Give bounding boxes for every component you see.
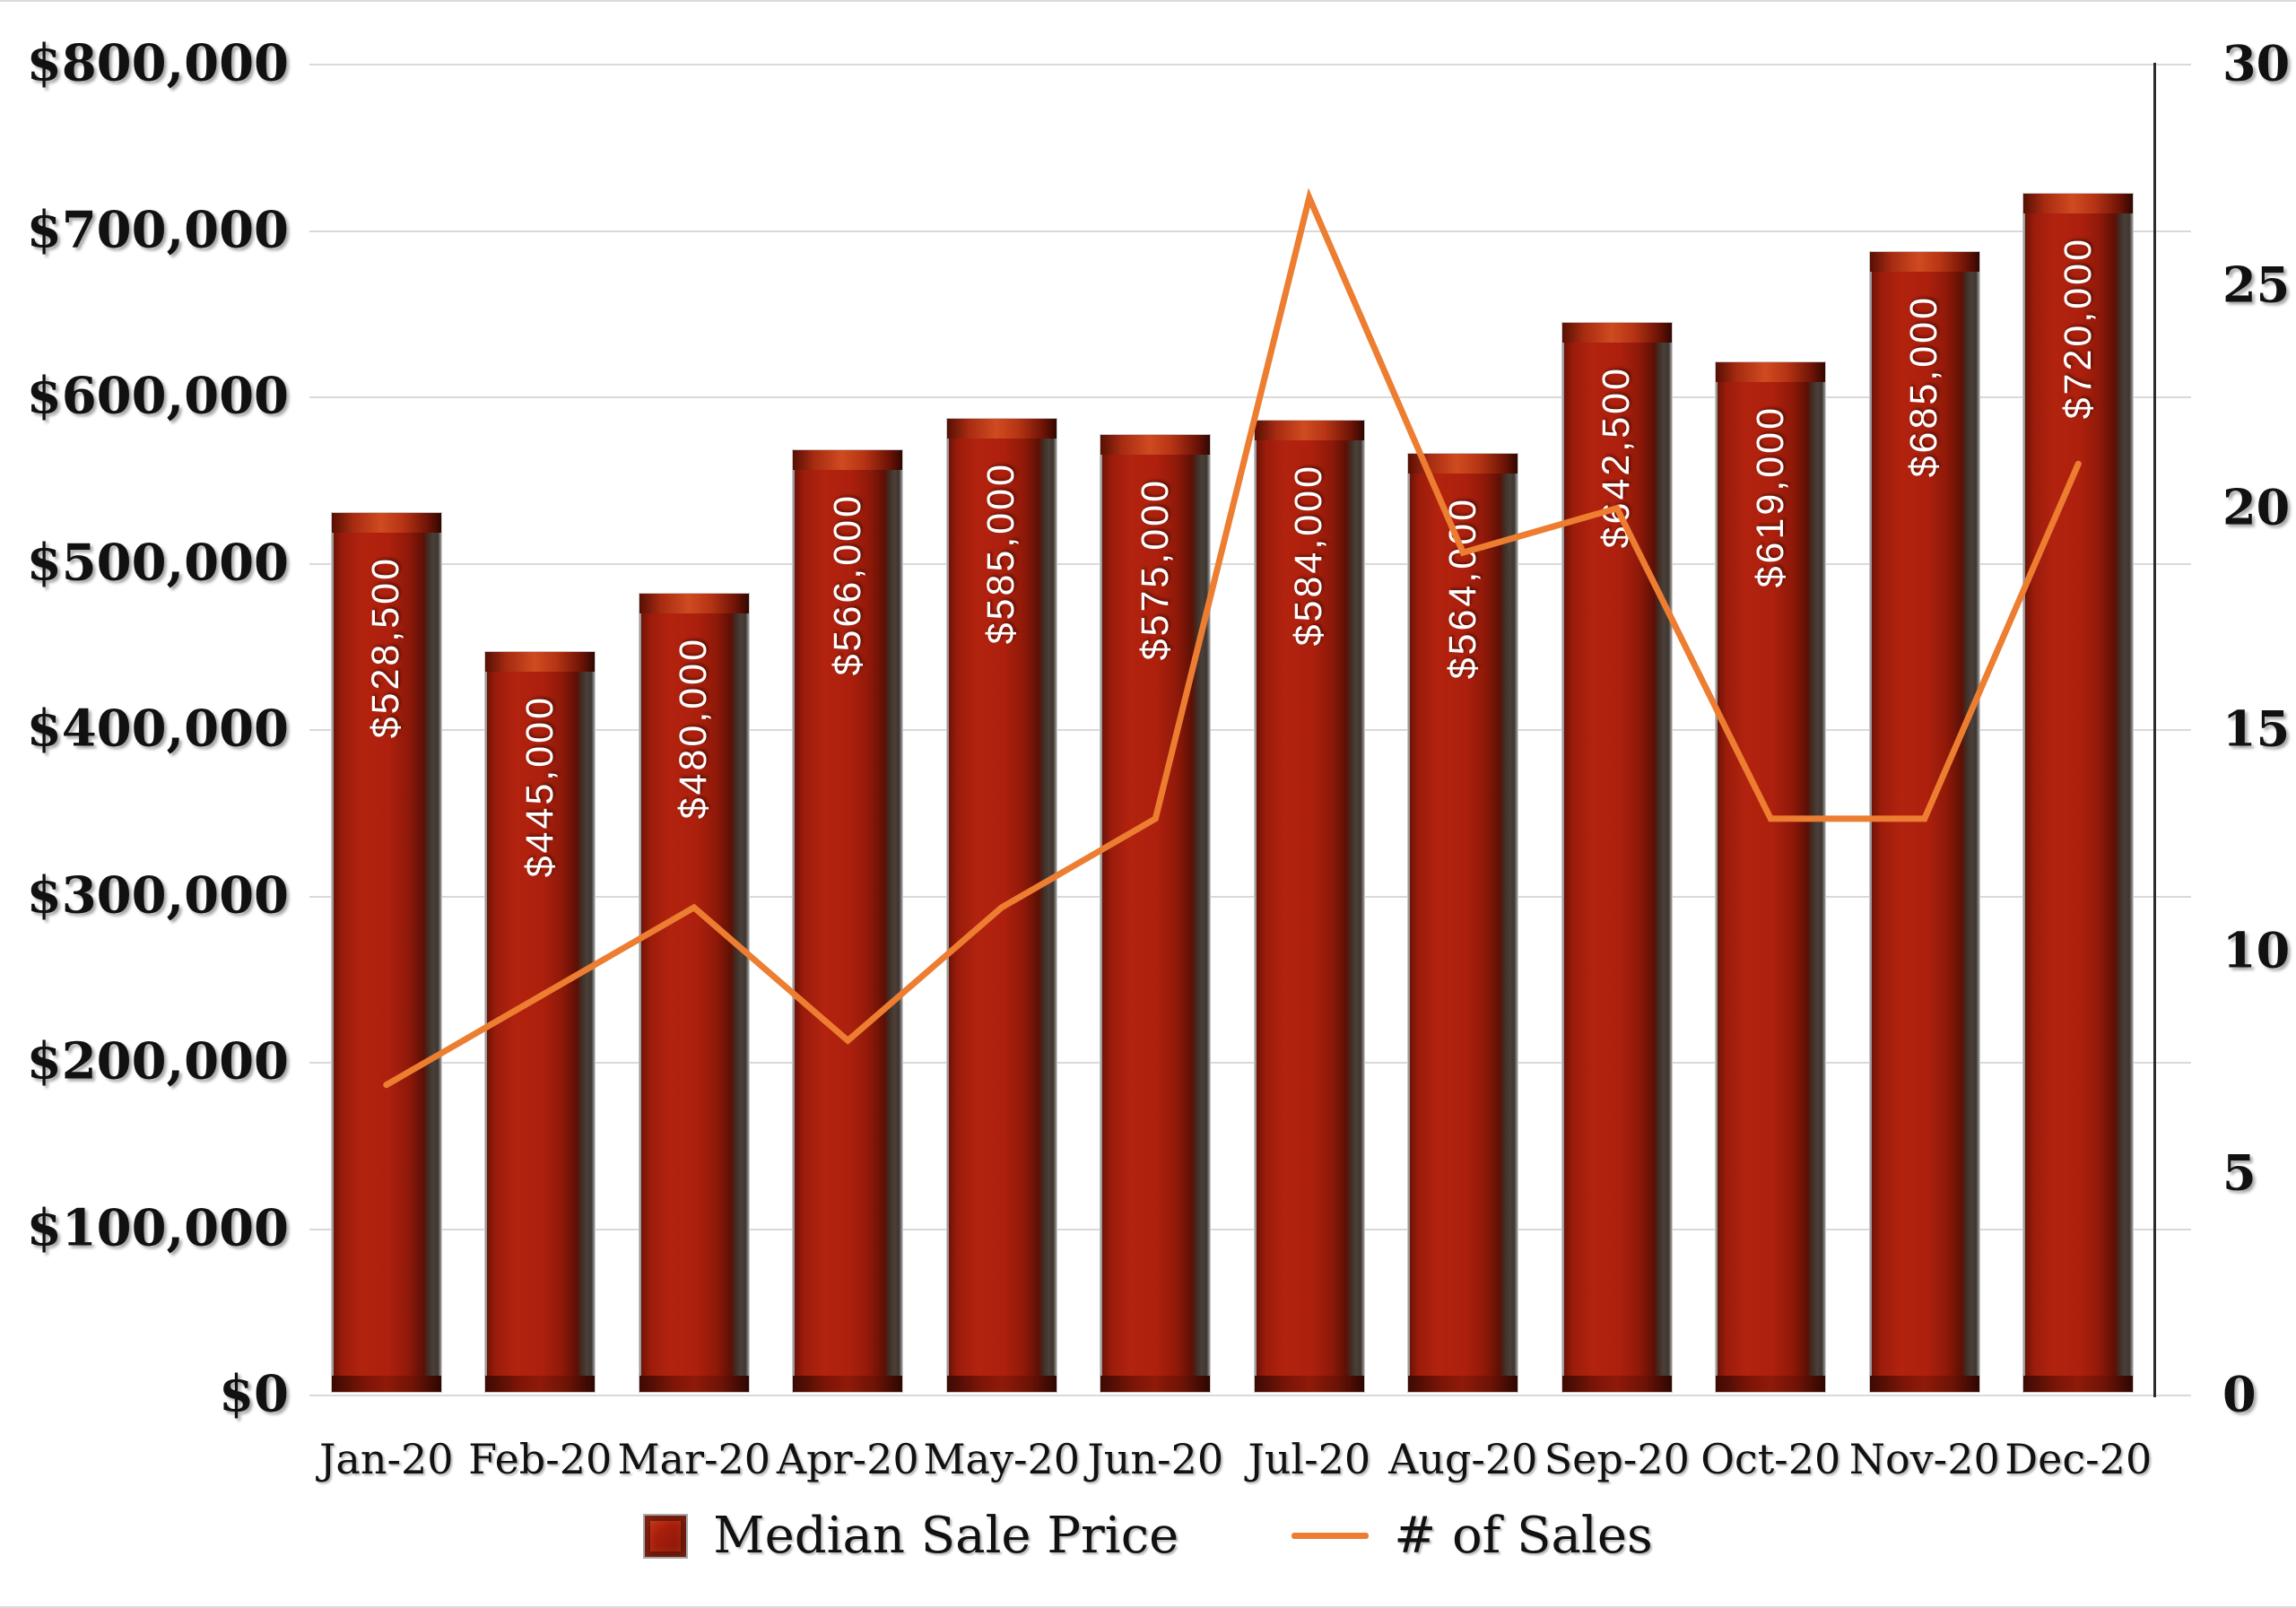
bar-data-label: $585,000	[979, 461, 1023, 645]
bar-Jun-20: $575,000	[1100, 435, 1211, 1392]
left-axis-tick-label: $600,000	[26, 366, 289, 426]
x-axis-label-Jun-20: Jun-20	[1087, 1435, 1224, 1483]
bar-data-label: $685,000	[1902, 295, 1946, 478]
bar-data-label: $564,000	[1440, 496, 1484, 680]
bar-Oct-20: $619,000	[1716, 361, 1826, 1393]
x-axis-label-Oct-20: Oct-20	[1700, 1435, 1841, 1483]
num-of-sales-legend-line-icon	[1292, 1533, 1370, 1539]
right-axis-tick-label: 15	[2222, 700, 2291, 758]
gridline	[309, 1228, 2191, 1230]
bar-data-label: $575,000	[1133, 478, 1177, 661]
gridline	[309, 64, 2191, 65]
left-axis-tick-label: $400,000	[26, 699, 289, 759]
right-axis-tick-label: 10	[2222, 922, 2291, 980]
bar-data-label: $480,000	[672, 636, 716, 819]
x-axis-label-Apr-20: Apr-20	[776, 1435, 919, 1483]
right-axis-tick-label: 25	[2222, 256, 2291, 315]
bar-Aug-20: $564,000	[1408, 453, 1518, 1393]
x-axis-label-Jan-20: Jan-20	[318, 1435, 454, 1483]
left-axis-tick-label: $800,000	[26, 33, 289, 93]
bar-Dec-20: $720,000	[2023, 194, 2134, 1392]
right-axis-tick-label: 0	[2222, 1365, 2257, 1423]
bar-data-label: $584,000	[1287, 463, 1331, 647]
bar-Apr-20: $566,000	[793, 450, 903, 1392]
right-axis-tick-label: 30	[2222, 34, 2291, 92]
left-axis-tick-label: $0	[219, 1364, 289, 1424]
x-axis-label-Aug-20: Aug-20	[1388, 1435, 1538, 1483]
bar-May-20: $585,000	[946, 418, 1057, 1393]
bar-data-label: $619,000	[1748, 404, 1792, 588]
num-of-sales-legend-label: # of Sales	[1394, 1507, 1653, 1565]
x-axis-label-Dec-20: Dec-20	[2005, 1435, 2152, 1483]
bar-data-label: $528,500	[364, 555, 408, 738]
left-axis-tick-label: $200,000	[26, 1031, 289, 1091]
right-axis-tick-label: 5	[2222, 1143, 2257, 1202]
gridline	[309, 230, 2191, 232]
gridline	[309, 1395, 2191, 1396]
bar-Jul-20: $584,000	[1254, 420, 1364, 1393]
bar-Mar-20: $480,000	[639, 593, 749, 1393]
x-axis-label-May-20: May-20	[923, 1435, 1081, 1483]
median-sale-price-legend-label: Median Sale Price	[713, 1507, 1179, 1565]
bar-data-label: $445,000	[517, 694, 561, 877]
left-axis-tick-label: $300,000	[26, 865, 289, 926]
median-sale-price-legend-swatch	[643, 1513, 689, 1559]
left-axis-tick-label: $500,000	[26, 533, 289, 593]
x-axis-label-Jul-20: Jul-20	[1248, 1435, 1371, 1483]
left-axis-tick-label: $100,000	[26, 1198, 289, 1258]
x-axis-label-Nov-20: Nov-20	[1848, 1435, 2000, 1483]
bar-data-label: $720,000	[2056, 237, 2100, 420]
bar-Nov-20: $685,000	[1869, 252, 1979, 1392]
x-axis-label-Mar-20: Mar-20	[617, 1435, 771, 1483]
bar-Sep-20: $642,500	[1561, 323, 1672, 1392]
bar-Jan-20: $528,500	[331, 512, 441, 1393]
bar-data-label: $566,000	[825, 493, 869, 676]
right-axis-line	[2153, 63, 2156, 1397]
x-axis-label-Feb-20: Feb-20	[468, 1435, 613, 1483]
left-axis-tick-label: $700,000	[26, 200, 289, 260]
x-axis-label-Sep-20: Sep-20	[1544, 1435, 1690, 1483]
right-axis-tick-label: 20	[2222, 478, 2291, 536]
bar-data-label: $642,500	[1595, 366, 1639, 549]
bar-Feb-20: $445,000	[485, 651, 596, 1393]
chart-legend: Median Sale Price # of Sales	[0, 1507, 2296, 1565]
